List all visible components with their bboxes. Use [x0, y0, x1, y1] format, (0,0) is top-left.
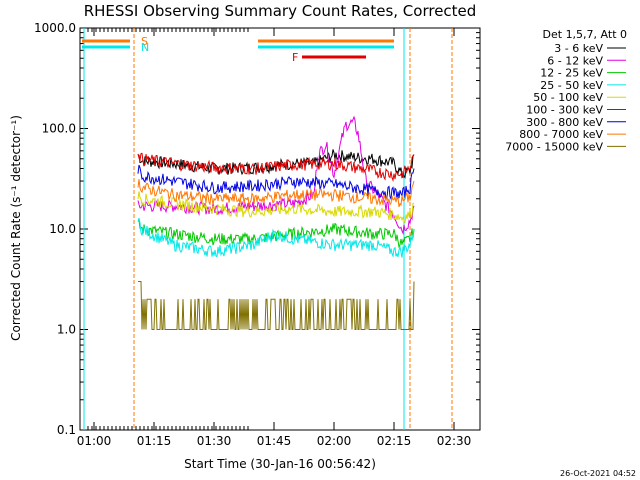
x-tick-label: 02:30: [437, 434, 472, 448]
flag-label-n: N: [141, 41, 149, 54]
legend-label-6: 300 - 800 keV: [526, 116, 603, 129]
legend-header: Det 1,5,7, Att 0: [543, 28, 627, 41]
series-line-3: [137, 217, 415, 258]
legend-label-2: 12 - 25 keV: [540, 67, 603, 80]
flag-label-s: S: [141, 35, 148, 48]
y-tick-label: 0.1: [57, 423, 76, 437]
legend-label-3: 25 - 50 keV: [540, 79, 603, 92]
plot-frame: [79, 27, 481, 431]
legend-label-5: 100 - 300 keV: [526, 104, 603, 117]
series-line-4: [137, 191, 415, 223]
y-tick-label: 1.0: [57, 323, 76, 337]
x-tick-label: 01:45: [257, 434, 292, 448]
flag-label-f: F: [292, 51, 298, 64]
legend-label-1: 6 - 12 keV: [547, 54, 603, 67]
x-axis-label: Start Time (30-Jan-16 00:56:42): [184, 457, 376, 471]
x-tick-label: 02:15: [377, 434, 412, 448]
x-tick-label: 01:15: [137, 434, 172, 448]
series-line-8: [138, 281, 415, 330]
series-line-7: [137, 179, 415, 208]
y-axis-label: Corrected Count Rate (s⁻¹ detector⁻¹): [9, 115, 23, 341]
series-line-1: [137, 115, 415, 235]
x-tick-label: 02:00: [317, 434, 352, 448]
x-tick-label: 01:00: [77, 434, 112, 448]
series-line-2: [137, 220, 415, 249]
y-tick-label: 1000.0: [34, 21, 76, 35]
series-line-5: [137, 152, 415, 183]
legend-label-0: 3 - 6 keV: [554, 42, 603, 55]
timestamp: 26-Oct-2021 04:52: [560, 469, 636, 478]
legend-label-4: 50 - 100 keV: [533, 91, 603, 104]
legend-label-8: 7000 - 15000 keV: [505, 140, 603, 153]
legend-label-7: 800 - 7000 keV: [519, 128, 603, 141]
y-tick-label: 100.0: [42, 122, 76, 136]
series-line-0: [137, 149, 415, 179]
x-tick-label: 01:30: [197, 434, 232, 448]
series-line-6: [137, 164, 415, 201]
chart-title: RHESSI Observing Summary Count Rates, Co…: [84, 2, 477, 20]
y-tick-label: 10.0: [49, 222, 76, 236]
